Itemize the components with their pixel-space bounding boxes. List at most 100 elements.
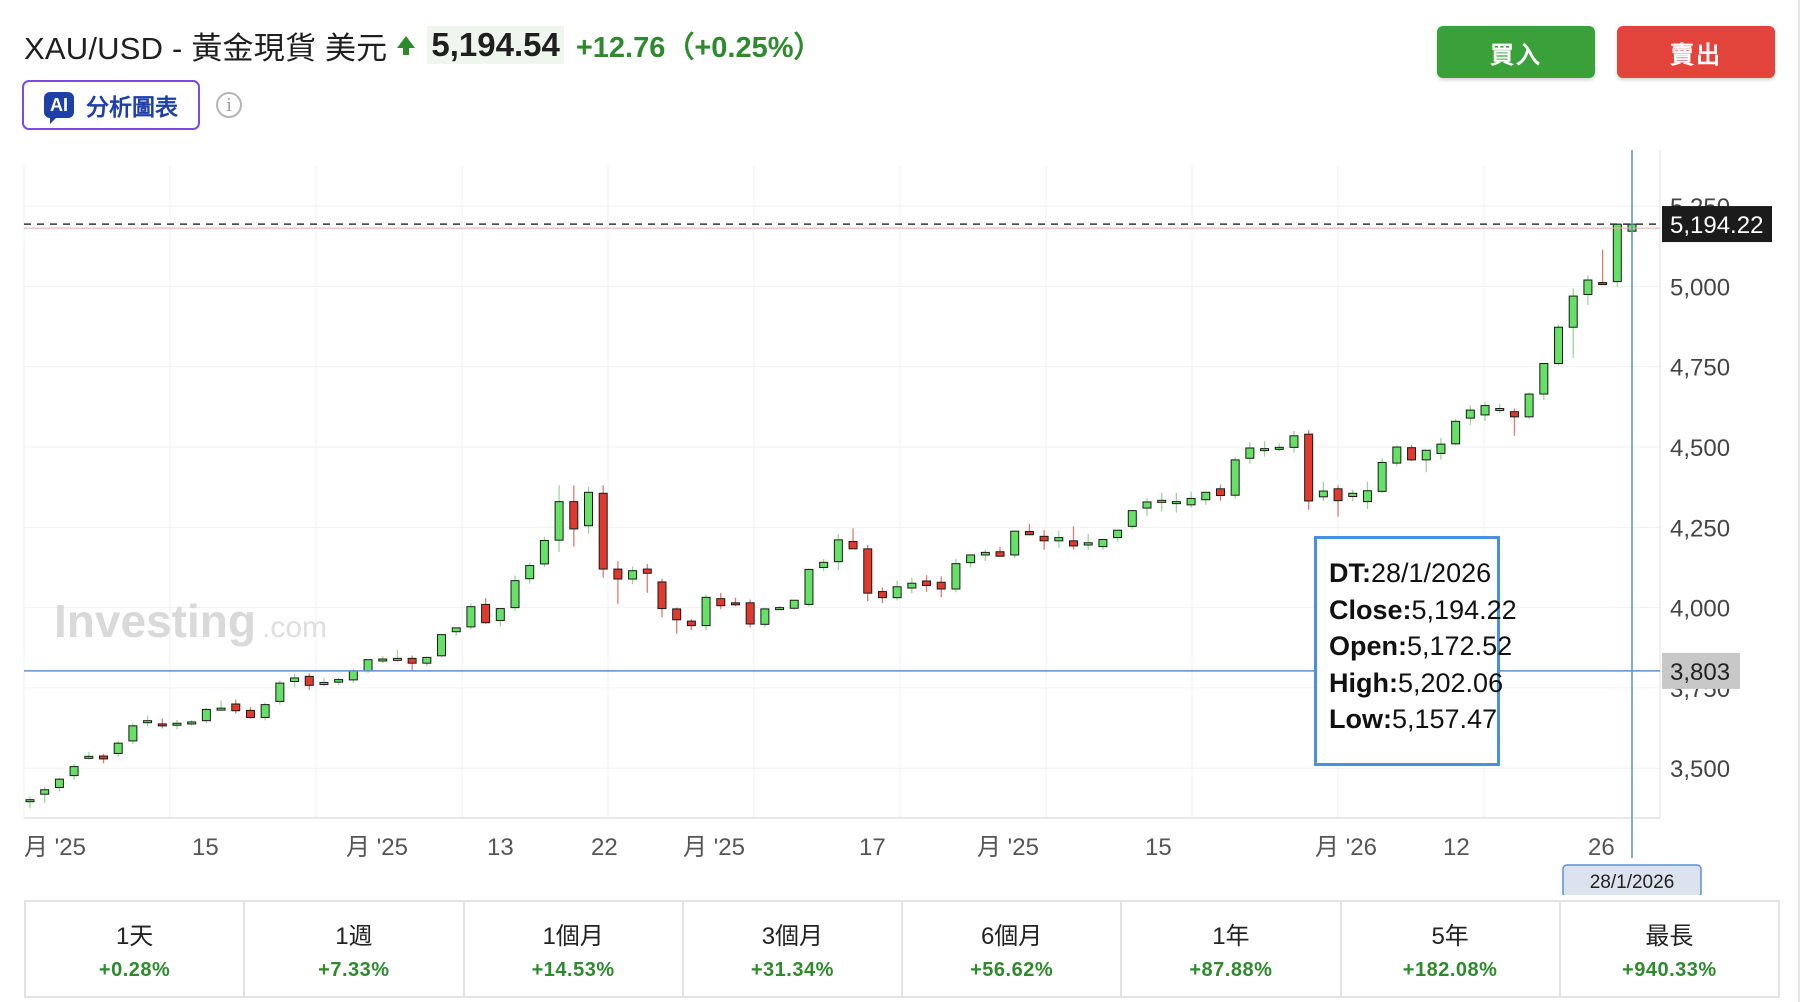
tooltip-key: High: <box>1329 667 1398 698</box>
candle-body <box>275 682 285 702</box>
period-change: +0.28% <box>98 959 171 981</box>
candle-body <box>819 561 829 568</box>
buy-button[interactable]: 買入 <box>1437 26 1595 78</box>
last-price: 5,194.54 <box>427 26 564 64</box>
candle-body <box>863 548 873 594</box>
candle-body <box>848 540 858 550</box>
candle-body <box>143 720 153 724</box>
period-label: 1個月 <box>542 923 604 950</box>
period-item[interactable]: 1週 +7.33% <box>245 902 465 996</box>
x-tick-label: 22 <box>591 834 618 861</box>
x-tick-label: 月 '25 <box>346 834 408 861</box>
y-tick-label: 5,000 <box>1670 274 1730 301</box>
candle-body <box>1539 363 1549 395</box>
candle-body <box>1024 531 1034 536</box>
candle-body <box>1451 420 1461 445</box>
candle-body <box>69 766 79 777</box>
candle-body <box>745 602 755 625</box>
candle-body <box>686 620 696 627</box>
info-icon[interactable]: i <box>216 92 242 118</box>
price-change: +12.76（+0.25%） <box>575 32 823 64</box>
candle-body <box>1054 537 1064 542</box>
y-tick-label: 3,500 <box>1670 756 1730 783</box>
period-item[interactable]: 3個月 +31.34% <box>684 902 903 996</box>
candle-body <box>613 568 623 580</box>
tooltip-key: Close: <box>1329 594 1412 625</box>
candle-body <box>1318 490 1328 498</box>
candle-body <box>877 591 887 599</box>
tooltip-value: 5,194.22 <box>1411 594 1517 625</box>
period-item[interactable]: 1個月 +14.53% <box>465 902 684 996</box>
candle-body <box>892 586 902 599</box>
candle-body <box>539 539 549 565</box>
candle-body <box>1304 433 1314 502</box>
candle-body <box>392 657 402 661</box>
period-item[interactable]: 1天 +0.28% <box>26 902 246 996</box>
x-tick-label: 17 <box>859 834 886 861</box>
price-chart[interactable]: 3,5003,7504,0004,2504,5004,7505,0005,250… <box>0 150 1800 895</box>
candle-body <box>216 707 226 711</box>
candle-body <box>833 539 843 563</box>
tooltip-value: 28/1/2026 <box>1371 558 1492 588</box>
candle-body <box>1245 447 1255 459</box>
period-item[interactable]: 5年 +182.08% <box>1342 902 1561 996</box>
candle-body <box>319 681 329 685</box>
candle-body <box>1333 488 1343 502</box>
candle-body <box>40 789 50 795</box>
candle-body <box>598 492 608 570</box>
candle-body <box>554 501 564 541</box>
candle-body <box>157 723 167 727</box>
candle-body <box>775 607 785 611</box>
candle-body <box>290 677 300 682</box>
crosshair-price-label: 3,803 <box>1670 659 1730 686</box>
period-change: +56.62% <box>970 959 1054 981</box>
sell-button[interactable]: 賣出 <box>1617 26 1775 78</box>
period-change: +7.33% <box>318 959 390 981</box>
candle-body <box>525 565 535 580</box>
tooltip-key: DT: <box>1329 558 1371 588</box>
candle-body <box>657 581 667 610</box>
candle-body <box>1127 510 1137 527</box>
candle-body <box>84 755 94 759</box>
ai-analyze-chart-button[interactable]: AI 分析圖表 <box>22 80 200 130</box>
period-item[interactable]: 6個月 +56.62% <box>903 902 1123 996</box>
period-item[interactable]: 1年 +87.88% <box>1122 902 1342 996</box>
symbol-title: XAU/USD - 黃金現貨 美元 <box>24 30 388 66</box>
candle-body <box>1568 295 1578 328</box>
candle-body <box>25 799 35 803</box>
candle-body <box>1348 492 1358 497</box>
period-label: 5年 <box>1431 923 1469 950</box>
candle-body <box>1157 499 1167 503</box>
candle-body <box>569 501 579 530</box>
right-edge <box>1798 0 1800 1002</box>
candle-body <box>1201 491 1211 501</box>
tooltip-row: DT: 28/1/2026 <box>1329 555 1491 592</box>
candle-body <box>1598 282 1608 286</box>
candle-body <box>1436 443 1446 454</box>
candle-body <box>1612 223 1622 283</box>
y-tick-label: 4,250 <box>1670 515 1730 542</box>
tooltip-row: Close: 5,194.22 <box>1329 592 1517 629</box>
candle-body <box>304 675 314 686</box>
candle-body <box>1069 540 1079 547</box>
candle-body <box>481 603 491 624</box>
candle-body <box>804 568 814 605</box>
tooltip-row: High: 5,202.06 <box>1329 665 1503 702</box>
candle-body <box>128 725 138 742</box>
candle-body <box>363 659 373 672</box>
candle-body <box>378 658 388 662</box>
crosshair-date-label: 28/1/2026 <box>1590 872 1675 893</box>
candle-body <box>1142 501 1152 509</box>
candle-body <box>1377 461 1387 492</box>
period-label: 最長 <box>1645 923 1694 950</box>
x-tick-label: 26 <box>1588 834 1615 861</box>
candle-body <box>1495 407 1505 411</box>
candle-body <box>1113 529 1123 539</box>
period-change: +940.33% <box>1622 959 1717 981</box>
tooltip-row: Low: 5,157.47 <box>1329 701 1497 738</box>
period-item[interactable]: 最長 +940.33% <box>1561 902 1778 996</box>
candle-body <box>437 634 447 657</box>
candle-body <box>966 554 976 564</box>
candle-body <box>1421 449 1431 461</box>
ai-badge-icon: AI <box>44 92 74 124</box>
